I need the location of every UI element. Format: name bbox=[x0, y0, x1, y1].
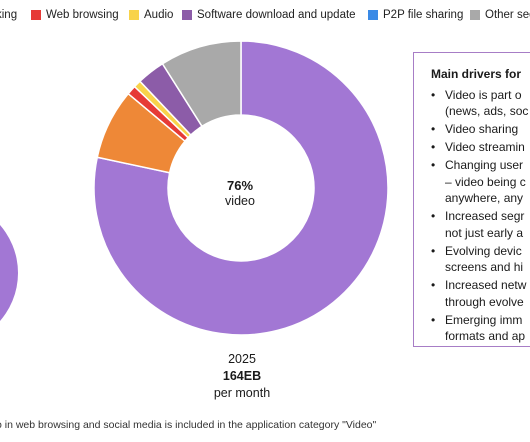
left-donut-partial bbox=[0, 225, 18, 321]
driver-item: Video streamin bbox=[431, 139, 530, 156]
chart-year: 2025 bbox=[228, 352, 256, 366]
donut-slice-other-segments bbox=[161, 40, 242, 128]
driver-item: Emerging imm formats and ap (HD/UHD, 360- bbox=[431, 312, 530, 347]
driver-line: Video sharing bbox=[445, 122, 519, 136]
driver-line: Video is part o bbox=[445, 87, 522, 102]
legend-label: Audio bbox=[144, 9, 174, 21]
legend-swatch bbox=[470, 10, 480, 20]
legend-label: Web browsing bbox=[46, 9, 119, 21]
donut-chart-2025 bbox=[93, 40, 389, 336]
driver-line: not just early a bbox=[445, 225, 524, 240]
driver-line: Emerging imm bbox=[445, 312, 523, 327]
driver-item: Increased segr not just early a bbox=[431, 208, 530, 241]
driver-line: Video streamin bbox=[445, 140, 525, 154]
driver-item: Video sharing bbox=[431, 121, 530, 138]
legend-swatch bbox=[182, 10, 192, 20]
chart-unit: per month bbox=[213, 386, 271, 400]
driver-line: (HD/UHD, 360- bbox=[445, 345, 530, 347]
legend-swatch bbox=[368, 10, 378, 20]
driver-line: Changing user bbox=[445, 158, 524, 172]
legend-item-software: Software download and update bbox=[182, 9, 356, 21]
legend-item-web-browsing: Web browsing bbox=[31, 9, 119, 21]
driver-line: Increased segr bbox=[445, 209, 525, 223]
driver-item: Video is part o (news, ads, soc bbox=[431, 87, 530, 120]
legend-item-p2p: P2P file sharing bbox=[368, 9, 463, 21]
driver-line: anywhere, any bbox=[445, 191, 524, 205]
legend-label: P2P file sharing bbox=[383, 9, 464, 21]
drivers-list: Video is part o (news, ads, soc Video shar… bbox=[431, 87, 530, 347]
driver-line: formats and ap bbox=[445, 329, 526, 343]
drivers-box: Main drivers for Video is part o (news, a… bbox=[413, 52, 530, 347]
legend-swatch bbox=[31, 10, 41, 20]
driver-item: Evolving devic screens and hi bbox=[431, 243, 530, 276]
driver-line: (news, ads, soc bbox=[445, 104, 529, 118]
chart-total: 164EB bbox=[222, 369, 262, 383]
legend-item-other: Other seg bbox=[470, 9, 530, 21]
driver-item: Increased netw through evolve bbox=[431, 277, 530, 310]
donut-slice-video bbox=[93, 40, 389, 336]
legend-label: Other seg bbox=[485, 9, 530, 21]
legend-item-audio: Audio bbox=[129, 9, 173, 21]
legend-item-video: king bbox=[0, 9, 17, 21]
driver-line: – video being c bbox=[445, 174, 526, 189]
driver-line: screens and hi bbox=[445, 260, 524, 274]
center-percent: 76% bbox=[226, 178, 254, 193]
legend-swatch bbox=[129, 10, 139, 20]
center-label: video bbox=[225, 194, 255, 208]
driver-line: Increased netw bbox=[445, 278, 527, 292]
driver-item: Changing user – video being c anywhere, an… bbox=[431, 157, 530, 207]
driver-line: through evolve bbox=[445, 294, 524, 309]
footnote: o in web browsing and social media is in… bbox=[0, 419, 377, 431]
driver-line: Evolving devic bbox=[445, 243, 522, 258]
left-donut-slice-video bbox=[0, 225, 18, 321]
legend-label: king bbox=[0, 9, 18, 21]
legend-label: Software download and update bbox=[197, 9, 356, 21]
drivers-title: Main drivers for bbox=[431, 67, 522, 81]
